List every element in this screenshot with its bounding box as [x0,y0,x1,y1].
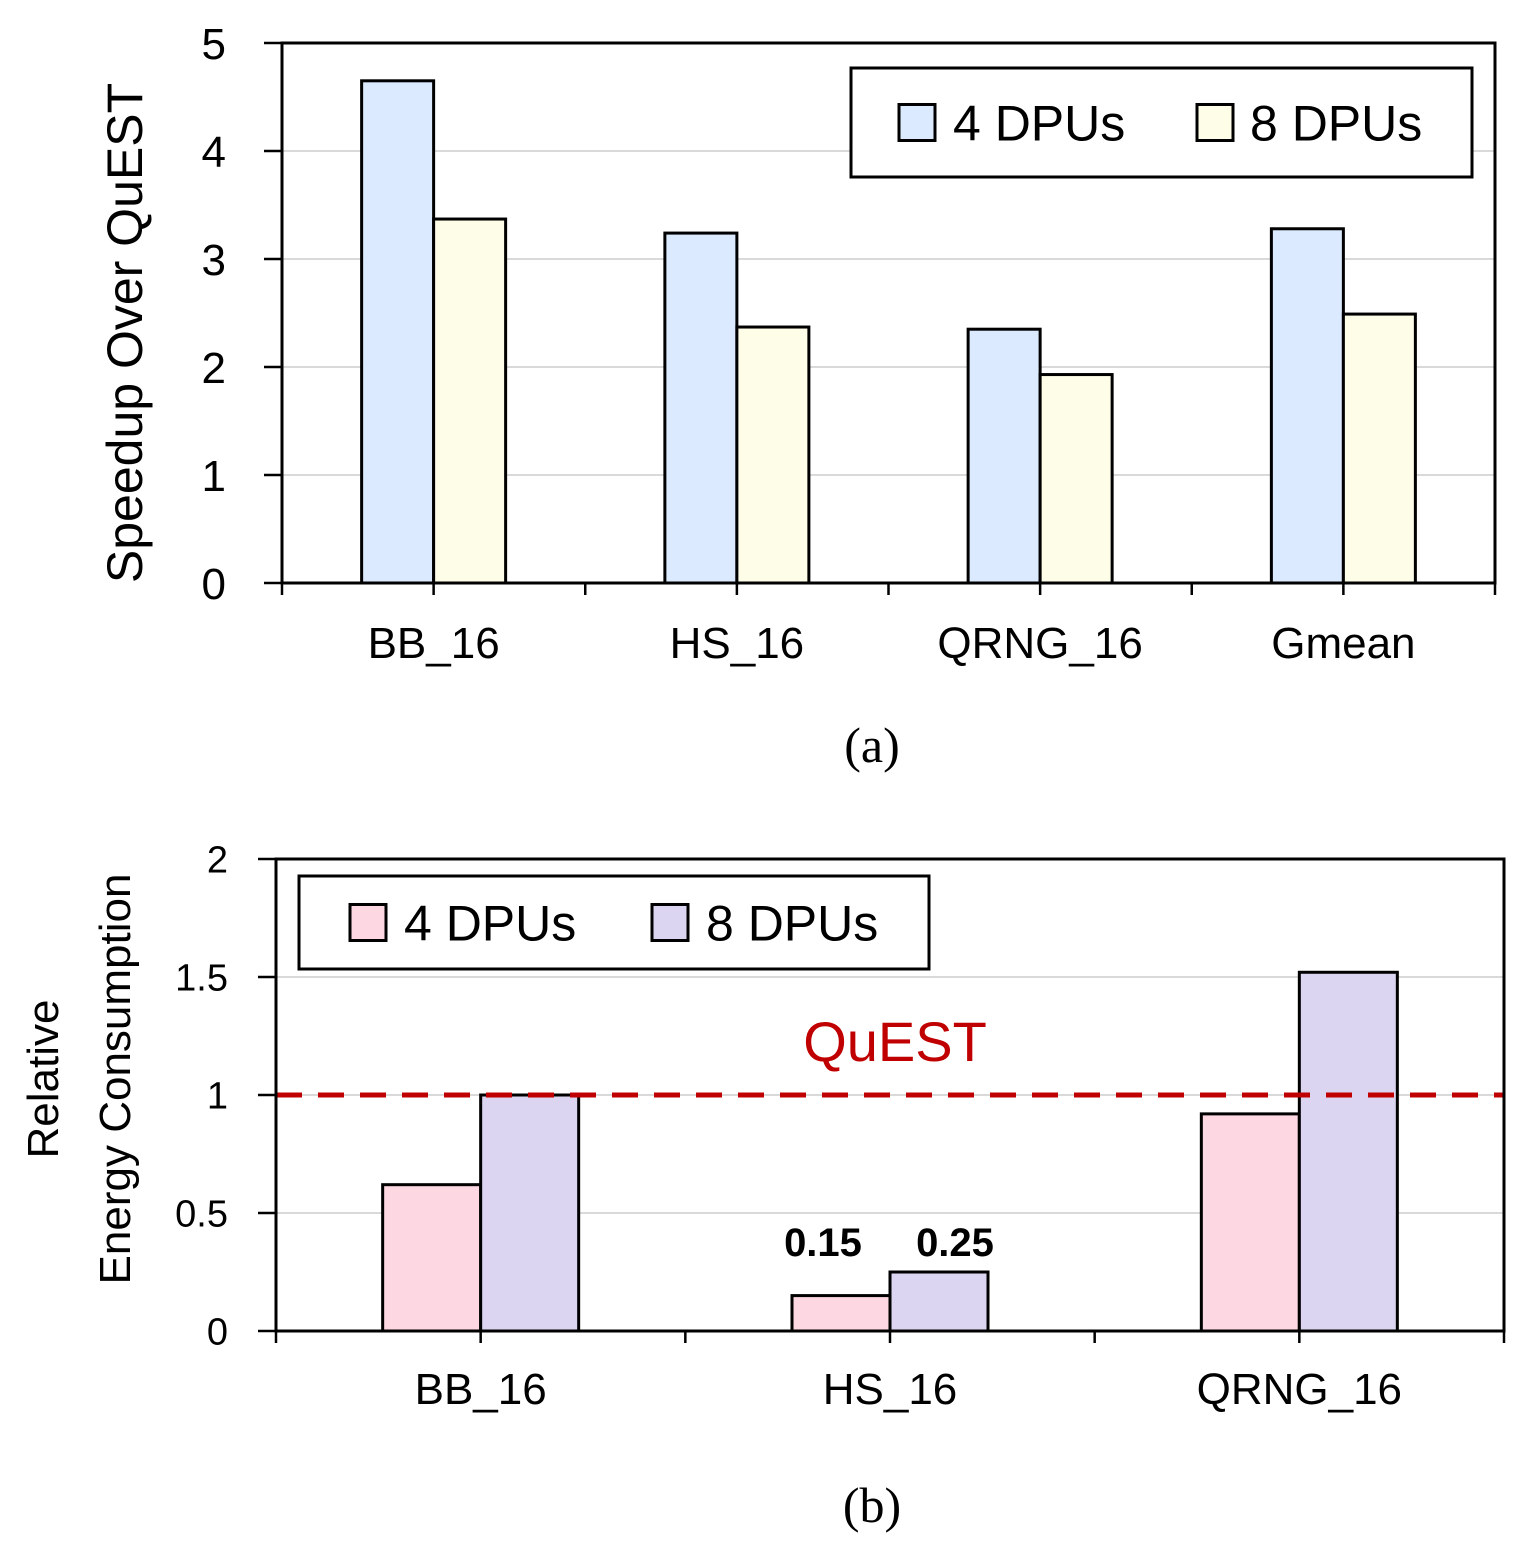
chart-a-y-tick-label: 2 [202,344,226,393]
chart-a-x-tick-label-gmean: Gmean [1271,619,1415,668]
chart-a-x-tick-label-bb-16: BB_16 [368,619,500,668]
chart-a-x-tick-label-qrng-16: QRNG_16 [937,619,1142,668]
chart-b-legend [297,874,931,971]
chart-b-bar-bb-16-4-dpus [381,1183,483,1333]
chart-b-y-tick-label: 1 [207,1076,228,1118]
chart-b-x-tick-label-bb-16: BB_16 [415,1365,547,1414]
chart-a-bar-gmean-8-dpus [1341,312,1417,585]
chart-b-legend-swatch-4-dpus [348,903,388,942]
chart-a-bar-bb-16-4-dpus [360,79,436,585]
chart-b-legend-label-4-dpus: 4 DPUs [404,896,576,952]
chart-a-legend-swatch-4-dpus [897,103,937,142]
chart-b-x-tick-label-qrng-16: QRNG_16 [1197,1365,1402,1414]
chart-b-data-label: 0.15 [784,1221,862,1265]
chart-b-y-tick-label: 1.5 [175,958,228,1000]
chart-b-legend-label-8-dpus: 8 DPUs [706,896,878,952]
chart-b-y-axis-label-line1: Relative [19,1000,68,1159]
chart-a-bar-hs-16-4-dpus [663,231,739,585]
chart-a-bar-gmean-4-dpus [1269,227,1345,585]
chart-a-y-tick-label: 5 [202,20,226,69]
chart-a-x-tick-label-hs-16: HS_16 [670,619,805,668]
chart-b-bar-hs-16-8-dpus [888,1270,990,1333]
chart-b-legend-swatch-8-dpus [650,903,690,942]
chart-b-y-tick-label: 0 [207,1312,228,1354]
chart-b-caption: (b) [843,1477,901,1533]
chart-a-bar-hs-16-8-dpus [735,325,811,585]
chart-a-legend-swatch-8-dpus [1195,103,1235,142]
chart-b-bar-bb-16-8-dpus [479,1093,581,1333]
chart-a-caption: (a) [844,717,900,773]
chart-b-bar-hs-16-4-dpus [790,1294,892,1333]
chart-a-legend [849,66,1474,179]
chart-b-bar-qrng-16-4-dpus [1199,1112,1301,1333]
chart-a-y-tick-label: 0 [202,560,226,609]
chart-a-bar-bb-16-8-dpus [432,217,508,585]
chart-b-y-tick-label: 2 [207,840,228,882]
chart-a-y-tick-label: 4 [202,128,226,177]
chart-b-x-tick-label-hs-16: HS_16 [823,1365,958,1414]
chart-a-y-axis-label: Speedup Over QuEST [97,83,153,583]
chart-a-y-tick-label: 1 [202,452,226,501]
chart-b-y-tick-label: 0.5 [175,1194,228,1236]
chart-b-bar-qrng-16-8-dpus [1297,970,1399,1333]
chart-a-bar-qrng-16-8-dpus [1038,373,1114,585]
chart-b-y-axis-label-line2: Energy Consumption [91,874,140,1285]
chart-a-legend-label-4-dpus: 4 DPUs [953,96,1125,152]
chart-a-plot-frame [280,41,1497,585]
chart-a-y-tick-label: 3 [202,236,226,285]
chart-a-legend-label-8-dpus: 8 DPUs [1250,96,1422,152]
chart-b-reference-label: QuEST [803,1010,987,1073]
chart-a-bar-qrng-16-4-dpus [966,327,1042,585]
chart-b-data-label: 0.25 [916,1221,994,1265]
